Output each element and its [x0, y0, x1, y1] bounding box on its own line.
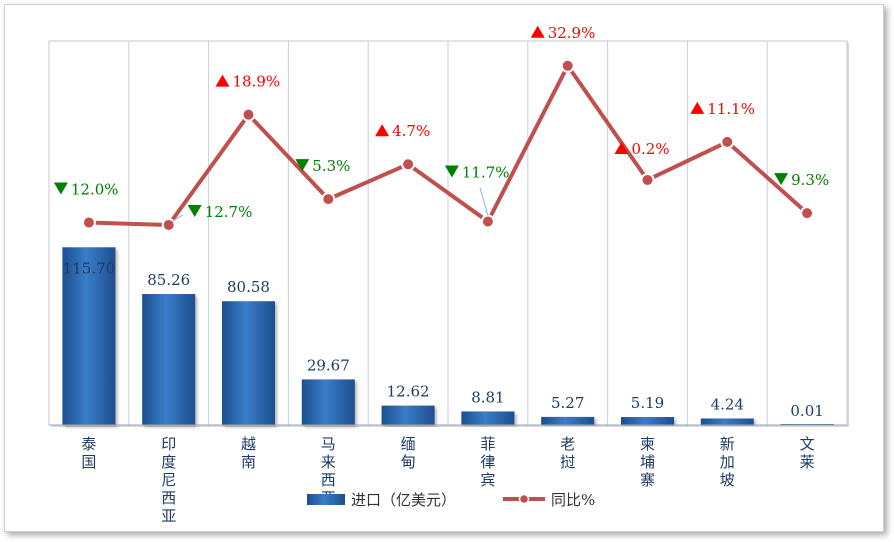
category-label-0: 泰国 [81, 435, 96, 471]
yoy-label-9: 9.3% [791, 171, 829, 189]
combo-chart: 115.70 85.26 80.58 29.67 12.62 8.81 5.27 5.19 4.… [48, 24, 849, 525]
up-arrow-icon [530, 25, 545, 38]
yoy-label-6: 32.9% [548, 24, 596, 42]
bar-value-label-4: 12.62 [387, 383, 430, 401]
bar-0 [62, 247, 116, 425]
category-label-9: 文莱 [800, 435, 815, 471]
bar-4 [381, 405, 435, 425]
bar-2 [222, 301, 275, 425]
bar-value-label-7: 5.19 [631, 394, 664, 412]
yoy-label-0: 12.0% [71, 181, 119, 199]
line-series [81, 58, 815, 232]
yoy-marker-2 [241, 107, 256, 122]
bar-7 [621, 417, 674, 425]
bar-value-label-9: 0.01 [790, 402, 823, 420]
bar-6 [541, 416, 595, 425]
gridlines [128, 41, 768, 425]
bar-5 [461, 411, 515, 425]
data-labels: 115.70 85.26 80.58 29.67 12.62 8.81 5.27 5.19 4.… [53, 24, 829, 420]
category-label-2: 越南 [241, 435, 256, 471]
legend-label-bar: 进口（亿美元） [351, 491, 456, 509]
yoy-marker-6 [560, 58, 575, 73]
bar-value-label-8: 4.24 [711, 395, 744, 413]
yoy-marker-1 [161, 217, 176, 232]
legend: 进口（亿美元） 同比% [307, 491, 595, 509]
legend-swatch-marker [518, 493, 530, 505]
leader-line [172, 214, 183, 222]
legend-swatch-bar [307, 494, 345, 505]
bar-value-label-1: 85.26 [147, 271, 190, 289]
bar-value-label-3: 29.67 [307, 356, 350, 374]
category-label-1: 印度尼西亚 [161, 435, 176, 525]
yoy-marker-7 [640, 172, 655, 187]
up-arrow-icon [690, 101, 705, 114]
yoy-marker-4 [401, 157, 416, 172]
yoy-marker-9 [800, 206, 815, 221]
yoy-marker-0 [81, 215, 96, 230]
category-label-6: 老挝 [560, 435, 575, 471]
yoy-marker-3 [321, 192, 336, 207]
down-arrow-icon [774, 173, 789, 186]
x-axis: 泰国 印度尼西亚 越南 马来西亚 缅甸 菲律宾 老挝 柬埔寨 新加坡 文莱 [49, 424, 847, 525]
bar-value-label-0: 115.70 [63, 259, 116, 277]
yoy-label-1: 12.7% [205, 203, 253, 221]
yoy-label-5: 11.7% [462, 163, 510, 181]
bar-3 [301, 379, 355, 425]
up-arrow-icon [215, 74, 230, 87]
yoy-label-3: 5.3% [312, 157, 350, 175]
category-label-8: 新加坡 [720, 435, 735, 489]
down-arrow-icon [295, 159, 310, 172]
category-label-3: 马来西亚 [321, 435, 336, 507]
down-arrow-icon [444, 165, 459, 178]
bar-value-label-2: 80.58 [227, 278, 270, 296]
yoy-marker-5 [480, 214, 495, 229]
up-arrow-icon [614, 141, 629, 154]
down-arrow-icon [187, 204, 202, 217]
category-label-5: 菲律宾 [480, 435, 495, 489]
down-arrow-icon [53, 182, 68, 195]
up-arrow-icon [375, 124, 390, 137]
bar-series [62, 247, 834, 425]
bar-1 [142, 294, 196, 425]
legend-label-line: 同比% [551, 491, 595, 509]
yoy-label-8: 11.1% [707, 100, 755, 118]
yoy-marker-8 [720, 134, 735, 149]
bar-value-label-6: 5.27 [551, 394, 584, 412]
bar-value-label-5: 8.81 [471, 388, 504, 406]
category-label-7: 柬埔寨 [640, 435, 655, 489]
bar-8 [700, 418, 754, 425]
yoy-label-2: 18.9% [233, 73, 281, 91]
leader-line [479, 187, 489, 216]
chart-frame: 115.70 85.26 80.58 29.67 12.62 8.81 5.27 5.19 4.… [4, 4, 884, 532]
yoy-line [88, 63, 809, 227]
yoy-label-7: 0.2% [632, 140, 670, 158]
yoy-label-4: 4.7% [392, 122, 430, 140]
category-label-4: 缅甸 [401, 435, 416, 471]
